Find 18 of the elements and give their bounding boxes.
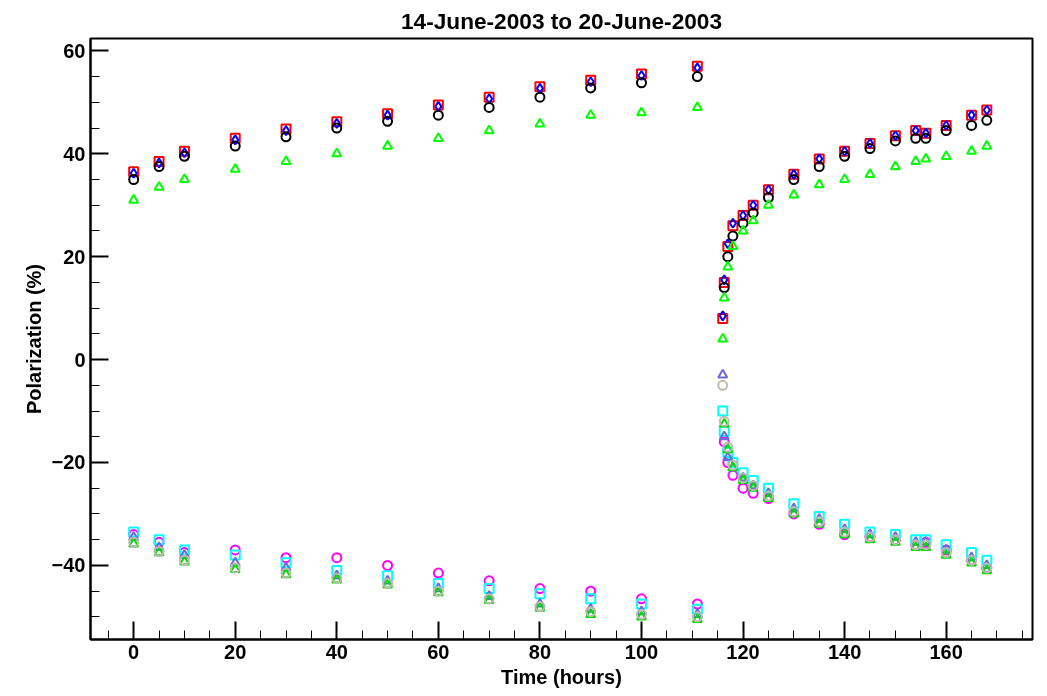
x-tick-label: 20: [224, 640, 247, 663]
y-tick-label: 40: [63, 142, 86, 165]
x-tick-label: 40: [325, 640, 348, 663]
chart-title: 14-June-2003 to 20-June-2003: [400, 7, 723, 34]
x-tick-label: 100: [624, 640, 659, 663]
x-tick-label: 160: [929, 640, 963, 663]
x-tick-label: 140: [827, 640, 862, 663]
y-tick-label: −40: [51, 554, 86, 577]
y-tick-label: 60: [63, 39, 86, 62]
x-tick-label: 60: [427, 640, 450, 663]
y-tick-label: 20: [63, 245, 86, 268]
y-tick-label: −20: [51, 451, 86, 474]
x-tick-label: 120: [726, 640, 760, 663]
y-axis-title: Polarization (%): [22, 263, 45, 414]
y-tick-label: 0: [74, 348, 86, 371]
x-tick-label: 0: [128, 640, 140, 663]
x-axis-title: Time (hours): [501, 665, 622, 688]
x-tick-label: 80: [528, 640, 552, 663]
